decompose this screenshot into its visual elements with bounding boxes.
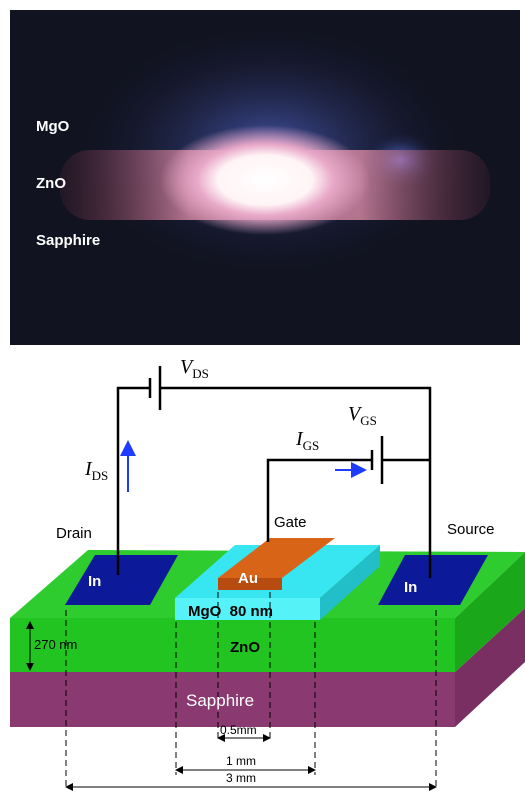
- current-label: IGS: [295, 428, 319, 453]
- contact-label: In: [404, 579, 417, 596]
- contact-label: Au: [238, 570, 258, 587]
- photo-label: ZnO: [36, 175, 66, 192]
- dimension-label: 1 mm: [226, 754, 256, 768]
- current-label: IDS: [84, 458, 108, 483]
- photo-label: MgO: [36, 118, 70, 135]
- subscript: GS: [303, 438, 320, 453]
- photo-label: Sapphire: [36, 232, 100, 249]
- contact-label: In: [88, 573, 101, 590]
- photo: MgO ZnO Sapphire: [10, 10, 520, 345]
- device: [10, 538, 525, 727]
- dimension-label: 3 mm: [226, 771, 256, 785]
- voltage-label: VDS: [180, 356, 209, 381]
- terminal-label: Source: [447, 521, 495, 538]
- layer-label: ZnO: [230, 639, 260, 656]
- subscript: DS: [192, 366, 209, 381]
- layer-label: Sapphire: [186, 691, 254, 710]
- dimension-label: 0.5mm: [220, 723, 257, 737]
- layer-label: MgO 80 nm: [188, 603, 273, 620]
- terminal-label: Drain: [56, 525, 92, 542]
- subscript: GS: [360, 413, 377, 428]
- voltage-label: VGS: [348, 403, 377, 428]
- figure: MgO ZnO Sapphire: [0, 0, 525, 793]
- terminal-label: Gate: [274, 514, 307, 531]
- thickness-label: 270 nm: [34, 637, 77, 652]
- subscript: DS: [92, 468, 109, 483]
